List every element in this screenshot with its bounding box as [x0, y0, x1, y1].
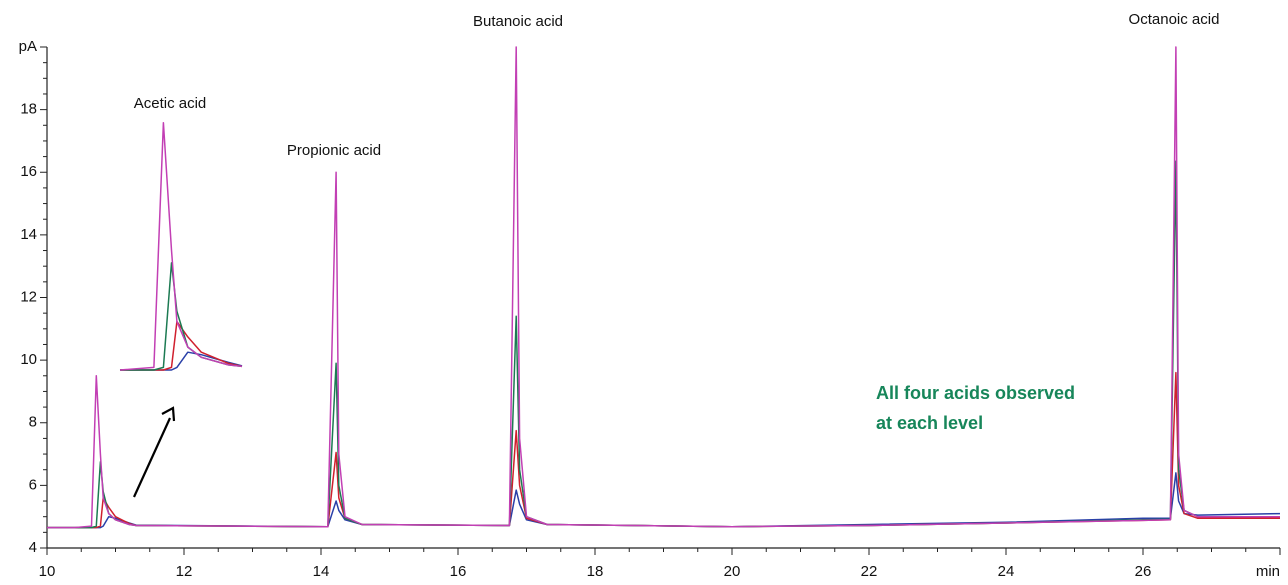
note: All four acids observed — [876, 383, 1075, 403]
arrow-head — [161, 406, 176, 422]
y-tick-label: 8 — [29, 414, 37, 431]
x-tick-label: 26 — [1135, 563, 1152, 580]
peak-label: Propionic acid — [287, 142, 381, 159]
y-tick-label: pA — [19, 38, 37, 55]
trace — [47, 472, 1281, 529]
x-tick-label: 18 — [587, 563, 604, 580]
x-tick-label: 10 — [39, 563, 56, 580]
x-tick-label: 16 — [450, 563, 467, 580]
x-tick-label: 14 — [313, 563, 330, 580]
y-tick-label: 12 — [20, 288, 37, 305]
y-tick-label: 4 — [29, 539, 37, 556]
y-tick-label: 16 — [20, 163, 37, 180]
y-tick-label: 6 — [29, 476, 37, 493]
y-tick-label: 10 — [20, 351, 37, 368]
trace — [47, 160, 1280, 529]
x-tick-label: 20 — [724, 563, 741, 580]
y-tick-label: 14 — [20, 226, 37, 243]
x-tick-label: 22 — [861, 563, 878, 580]
note: at each level — [876, 413, 983, 433]
arrow — [132, 417, 172, 498]
inset-trace — [120, 262, 243, 371]
peak-label: Acetic acid — [134, 95, 207, 112]
peak-label: Octanoic acid — [1129, 11, 1220, 28]
y-tick-label: 18 — [20, 101, 37, 118]
trace — [47, 46, 1280, 529]
peak-label: Butanoic acid — [473, 13, 563, 30]
trace — [47, 371, 1280, 529]
x-tick-label: 24 — [998, 563, 1015, 580]
x-tick-label: 12 — [176, 563, 193, 580]
inset-trace — [119, 121, 243, 371]
x-tick-label: min — [1256, 563, 1280, 580]
